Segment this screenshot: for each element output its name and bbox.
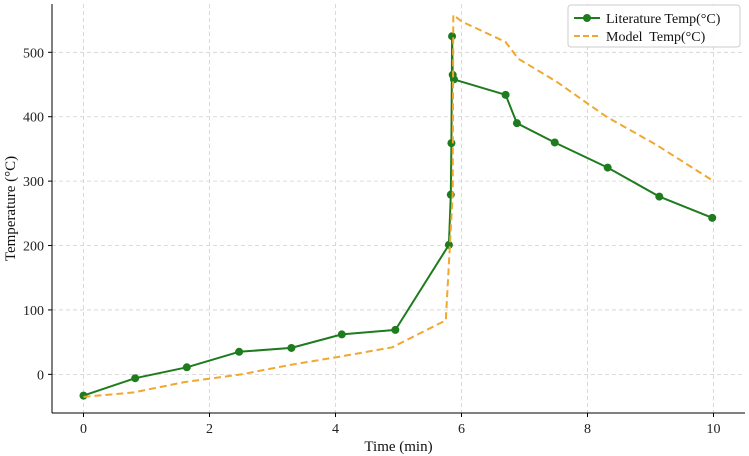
data-point [235,347,244,356]
x-tick-label: 10 [707,422,721,437]
legend-label: Model Temp(°C) [606,30,706,45]
series-layer [79,13,717,400]
data-point [603,163,612,172]
series-line-1 [83,35,713,397]
series-line-2 [83,13,715,398]
x-tick-label: 6 [458,422,465,437]
data-point [131,374,140,383]
data-point [447,139,456,148]
y-tick-label: 300 [23,175,44,190]
x-tick-label: 4 [332,422,339,437]
y-axis-label: Temperature (°C) [3,156,19,261]
data-point [391,325,400,334]
data-point [550,138,559,147]
grid [52,4,745,413]
data-point [287,343,296,352]
x-tick-label: 2 [206,422,213,437]
legend: Literature Temp(°C) Model Temp(°C) [567,4,741,48]
data-point [79,391,88,400]
x-axis-label: Time (min) [364,439,432,455]
data-point [182,363,191,372]
legend-box [567,4,741,48]
y-tick-label: 500 [23,46,44,61]
data-point [501,90,510,99]
y-tick-label: 400 [23,111,44,126]
data-point [708,213,717,222]
data-point [449,75,458,84]
x-tick-label: 8 [584,422,591,437]
data-point [444,240,453,249]
x-tick-label: 0 [80,422,87,437]
y-tick-label: 200 [23,240,44,255]
legend-marker [583,14,591,22]
legend-label: Literature Temp(°C) [606,12,721,27]
data-point [512,119,521,128]
y-tick-label: 0 [37,368,44,383]
data-point [448,32,457,41]
data-point [337,330,346,339]
data-point [655,192,664,201]
y-tick-label: 100 [23,304,44,319]
